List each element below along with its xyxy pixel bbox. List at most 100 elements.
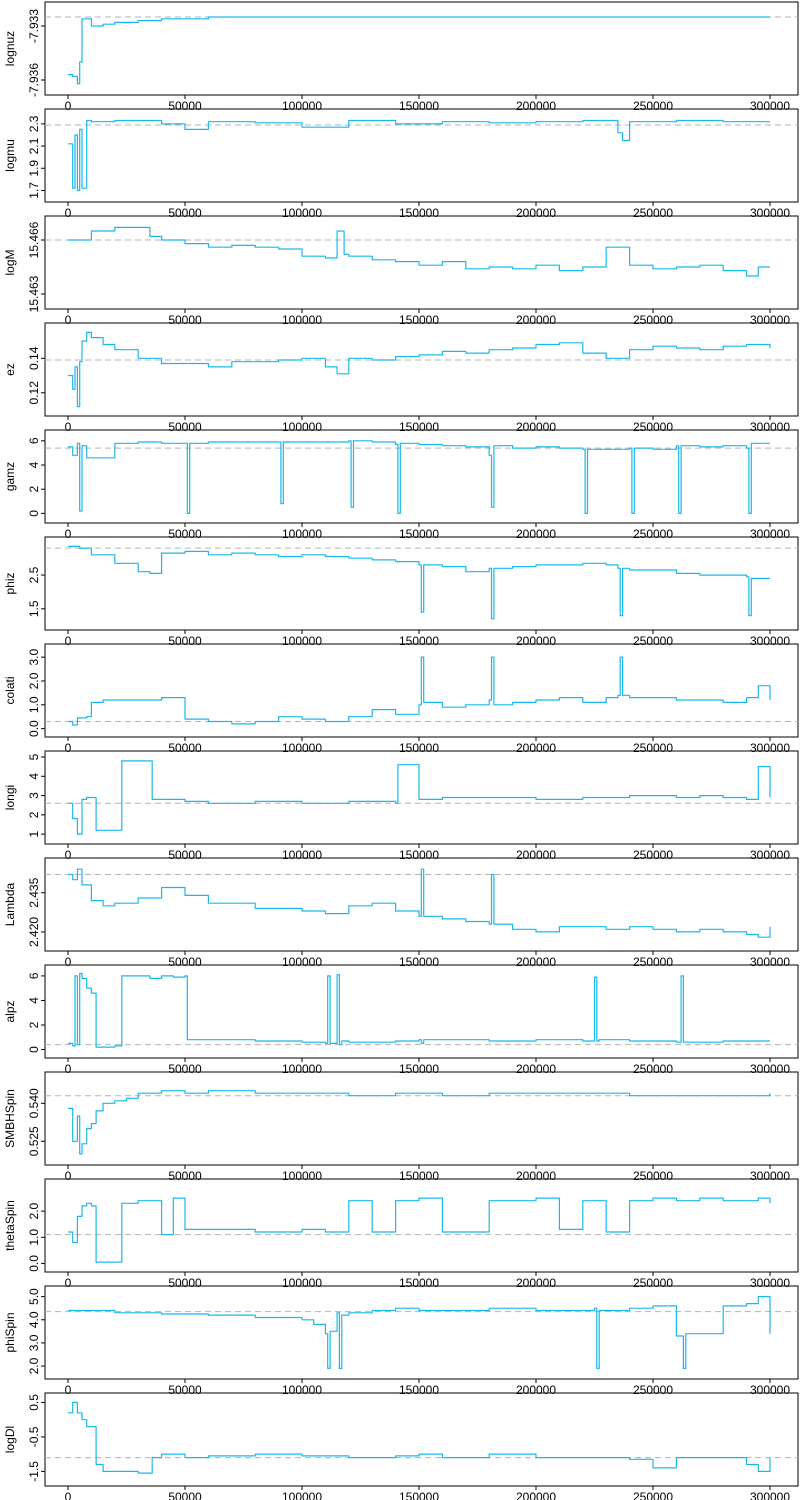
y-tick-label: 15.463: [27, 275, 41, 312]
x-tick-label: 0: [65, 1062, 72, 1076]
x-tick-label: 300000: [750, 1062, 790, 1076]
x-tick-label: 50000: [168, 420, 202, 434]
y-tick-label: 3: [27, 792, 41, 799]
x-axis: 0 50000 100000 150000 200000 250000 300000: [65, 309, 790, 327]
plot-frame: [44, 1178, 799, 1273]
y-axis: 0.5 -0.5 -1.5: [27, 1394, 45, 1482]
x-tick-label: 300000: [750, 420, 790, 434]
trace-line-SMBHSpin: [68, 1090, 771, 1155]
y-tick-label: 1.0: [27, 696, 41, 713]
x-tick-label: 200000: [516, 848, 556, 862]
y-tick-label: 5: [27, 753, 41, 760]
x-tick-label: 50000: [168, 313, 202, 327]
x-tick-label: 200000: [516, 420, 556, 434]
plot-frame: [44, 108, 799, 203]
x-tick-label: 150000: [399, 1062, 439, 1076]
x-tick-label: 150000: [399, 313, 439, 327]
trace-line-thetaSpin: [68, 1197, 771, 1263]
x-tick-label: 0: [65, 1490, 72, 1500]
plot-frame: [44, 1, 799, 96]
x-tick-label: 150000: [399, 634, 439, 648]
x-tick-label: 150000: [399, 206, 439, 220]
plot-frame: [44, 964, 799, 1059]
y-tick-label: 2.3: [27, 115, 41, 132]
x-tick-label: 0: [65, 848, 72, 862]
x-axis: 0 50000 100000 150000 200000 250000 300000: [65, 95, 790, 113]
x-tick-label: 50000: [168, 99, 202, 113]
x-tick-label: 0: [65, 527, 72, 541]
y-tick-label: 2.5: [27, 566, 41, 583]
x-tick-label: 250000: [633, 313, 673, 327]
y-tick-label: 2: [27, 486, 41, 493]
y-tick-label: 2.0: [27, 1202, 41, 1219]
x-tick-label: 300000: [750, 1169, 790, 1183]
x-tick-label: 250000: [633, 1062, 673, 1076]
x-tick-label: 150000: [399, 848, 439, 862]
x-tick-label: 0: [65, 206, 72, 220]
x-tick-label: 50000: [168, 634, 202, 648]
trace-line-logmu: [68, 119, 770, 192]
x-tick-label: 150000: [399, 420, 439, 434]
x-tick-label: 0: [65, 99, 72, 113]
x-tick-label: 150000: [399, 1276, 439, 1290]
y-axis-label: ez: [3, 363, 17, 376]
plot-frame: [44, 322, 799, 417]
x-tick-label: 250000: [633, 1490, 673, 1500]
x-tick-label: 100000: [282, 1169, 322, 1183]
panel-SMBHSpin: 0 50000 100000 150000 200000 250000 300000 0.52…: [3, 1071, 799, 1183]
y-axis-label: gamz: [3, 462, 17, 491]
panel-phiz: 0 50000 100000 150000 200000 250000 300000 1.5 2…: [3, 536, 799, 648]
y-tick-label: 4: [27, 773, 41, 780]
y-axis-label: Lambda: [3, 882, 17, 926]
y-tick-label: -0.5: [27, 1426, 41, 1447]
x-tick-label: 50000: [168, 1169, 202, 1183]
x-tick-label: 300000: [750, 634, 790, 648]
y-tick-label: 0.12: [27, 381, 41, 405]
x-tick-label: 50000: [168, 955, 202, 969]
x-tick-label: 0: [65, 634, 72, 648]
y-tick-label: 0.0: [27, 1255, 41, 1272]
y-axis-label: SMBHSpin: [3, 1089, 17, 1148]
x-axis: 0 50000 100000 150000 200000 250000 300000: [65, 1165, 790, 1183]
plot-frame: [44, 643, 799, 738]
trace-line-logM: [68, 226, 770, 277]
x-tick-label: 0: [65, 1383, 72, 1397]
x-tick-label: 0: [65, 955, 72, 969]
x-tick-label: 150000: [399, 527, 439, 541]
x-tick-label: 200000: [516, 527, 556, 541]
x-tick-label: 50000: [168, 1276, 202, 1290]
x-tick-label: 200000: [516, 99, 556, 113]
y-axis: 2.0 3.0 4.0 5.0: [27, 1288, 45, 1374]
x-tick-label: 300000: [750, 313, 790, 327]
y-axis: 15.463 15.466: [27, 221, 45, 312]
y-tick-label: 0: [27, 1046, 41, 1053]
panel-Lambda: 0 50000 100000 150000 200000 250000 300000 2.42…: [3, 857, 799, 969]
y-axis: 0.0 1.0 2.0: [27, 1202, 45, 1272]
y-tick-label: 2.0: [27, 672, 41, 689]
x-tick-label: 100000: [282, 1062, 322, 1076]
x-tick-label: 0: [65, 313, 72, 327]
y-tick-label: -1.5: [27, 1461, 41, 1482]
trace-line-longi: [68, 760, 771, 835]
y-tick-label: 2.0: [27, 1357, 41, 1374]
x-tick-label: 100000: [282, 527, 322, 541]
y-axis-label: phiSpin: [3, 1312, 17, 1352]
y-tick-label: 2.420: [27, 917, 41, 947]
y-axis-label: longi: [3, 785, 17, 810]
y-axis-label: phiz: [3, 572, 17, 594]
panel-gamz: 0 50000 100000 150000 200000 250000 300000 0 2 4 6…: [3, 429, 799, 541]
y-tick-label: 6: [27, 437, 41, 444]
x-tick-label: 100000: [282, 741, 322, 755]
x-tick-label: 0: [65, 1169, 72, 1183]
y-tick-label: 4: [27, 461, 41, 468]
y-axis: 1 2 3 4 5: [27, 753, 45, 837]
panel-alpz: 0 50000 100000 150000 200000 250000 300000 0 2 4 6…: [3, 964, 799, 1076]
y-tick-label: 4.0: [27, 1311, 41, 1328]
x-tick-label: 100000: [282, 420, 322, 434]
y-tick-label: 1.7: [27, 182, 41, 199]
x-tick-label: 200000: [516, 313, 556, 327]
trace-line-Lambda: [68, 868, 771, 938]
x-tick-label: 50000: [168, 527, 202, 541]
plot-frame: [44, 536, 799, 631]
x-tick-label: 150000: [399, 1383, 439, 1397]
